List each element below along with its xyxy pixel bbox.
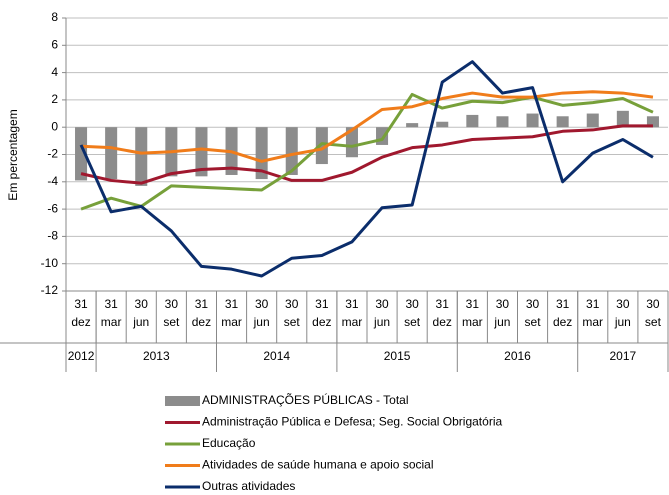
x-tick-label: 30 set [163,297,180,329]
legend-label: Administração Pública e Defesa; Seg. Soc… [202,415,502,429]
y-tick-label: -2 [47,147,58,161]
y-tick-label: -4 [47,174,58,188]
x-tick-label: 31 mar [221,297,242,329]
bar [556,116,569,128]
y-tick-label: 2 [51,92,58,106]
bar [75,127,88,181]
x-tick-label: 31 mar [341,297,363,329]
legend-label: Atividades de saúde humana e apoio socia… [202,458,434,472]
bar [406,123,419,128]
y-tick-label: 4 [51,65,58,79]
y-tick-label: 6 [51,37,58,51]
legend-swatch [165,396,200,406]
x-tick-label: 30 jun [614,297,631,329]
year-label: 2014 [263,349,290,363]
bar [105,127,118,180]
y-axis-label: Em percentagem [6,109,20,200]
y-tick-label: -6 [47,201,58,215]
y-tick-label: -10 [41,256,59,270]
bar [466,114,479,128]
y-tick-label: -8 [47,229,58,243]
bar [646,116,659,128]
legend-label: Educação [202,436,256,450]
x-tick-label: 30 jun [133,297,150,329]
line-series [80,124,653,185]
y-tick-label: -12 [41,283,59,297]
x-tick-label: 30 set [404,297,421,329]
bar [586,113,599,128]
legend-label: Outras atividades [202,479,295,493]
x-tick-label: 31 dez [432,297,452,329]
x-tick-label: 30 set [283,297,300,329]
legend-label: ADMINISTRAÇÕES PÚBLICAS - Total [202,392,409,407]
x-tick-label: 30 jun [494,297,511,329]
bar [376,127,389,145]
x-tick-label: 31 mar [462,297,483,329]
x-tick-label: 31 dez [191,297,212,329]
bar [436,121,449,128]
bar [526,113,539,128]
year-label: 2015 [384,349,411,363]
x-tick-label: 30 set [644,297,661,329]
bar [315,127,328,165]
bar [616,110,629,128]
x-tick-label: 31 dez [552,297,573,329]
line-series [79,60,654,278]
bar [496,116,509,128]
line-series [80,90,654,163]
y-tick-label: 0 [51,119,58,133]
year-label: 2012 [68,349,95,363]
bar [195,127,208,177]
x-tick-label: 30 set [524,297,541,329]
x-tick-label: 31 mar [100,297,122,329]
y-tick-label: 8 [51,10,58,24]
x-tick-label: 30 jun [374,297,391,329]
year-label: 2017 [609,349,636,363]
x-tick-label: 30 jun [253,297,270,329]
bar [255,127,268,180]
x-tick-label: 31 dez [312,297,332,329]
bar [345,127,358,158]
year-label: 2013 [143,349,170,363]
bar [135,127,148,186]
x-tick-label: 31 dez [71,297,91,329]
year-label: 2016 [504,349,531,363]
line-series [80,92,654,211]
x-tick-label: 31 mar [582,297,604,329]
bar [285,127,298,175]
